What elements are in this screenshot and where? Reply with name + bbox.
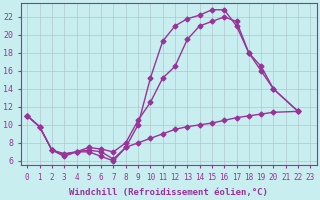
X-axis label: Windchill (Refroidissement éolien,°C): Windchill (Refroidissement éolien,°C): [69, 188, 268, 197]
